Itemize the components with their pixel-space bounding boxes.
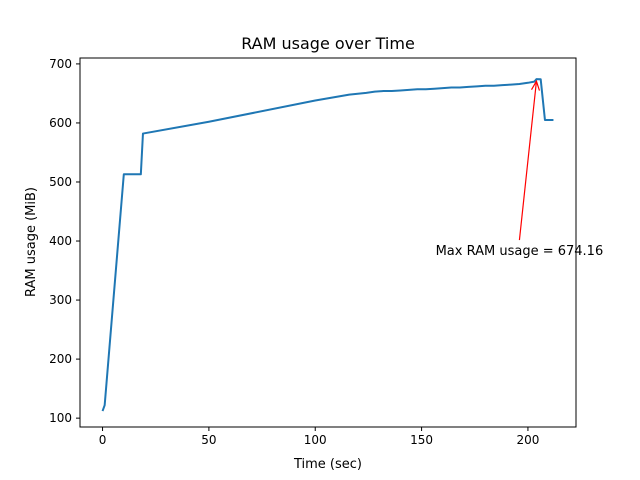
- chart-marks: Max RAM usage = 674.16: [101, 78, 604, 412]
- x-tick-label: 200: [516, 433, 539, 447]
- y-axis: 100 200 300 400 500 600 700: [49, 57, 80, 425]
- x-tick-label: 150: [410, 433, 433, 447]
- y-tick-label: 300: [49, 293, 72, 307]
- plot-area: [80, 58, 576, 427]
- annotation-arrow-line: [518, 81, 538, 241]
- x-axis: 0 50 100 150 200: [99, 427, 539, 447]
- y-tick-label: 400: [49, 234, 72, 248]
- x-tick-label: 0: [99, 433, 107, 447]
- x-tick-label: 100: [304, 433, 327, 447]
- ram-usage-line: [101, 78, 554, 412]
- plot-frame: [79, 57, 577, 428]
- max-ram-annotation: Max RAM usage = 674.16: [436, 244, 604, 259]
- y-tick-label: 100: [49, 411, 72, 425]
- y-tick-label: 200: [49, 352, 72, 366]
- x-axis-label: Time (sec): [293, 457, 362, 472]
- x-tick-label: 50: [201, 433, 216, 447]
- y-axis-label: RAM usage (MiB): [24, 187, 39, 297]
- y-tick-label: 600: [49, 116, 72, 130]
- y-tick-label: 700: [49, 57, 72, 71]
- y-tick-label: 500: [49, 175, 72, 189]
- annotation-arrow-head: [530, 79, 541, 91]
- chart-title: RAM usage over Time: [241, 34, 415, 53]
